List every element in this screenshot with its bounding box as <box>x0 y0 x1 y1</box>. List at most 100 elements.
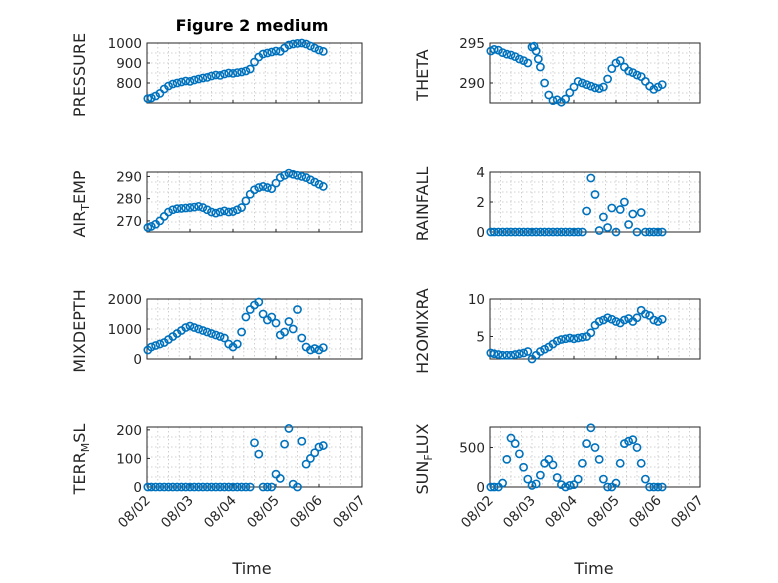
data-point <box>318 47 328 56</box>
axes-box-theta <box>489 42 701 104</box>
y-tick-label: 0 <box>476 480 485 496</box>
data-point <box>536 227 545 237</box>
data-point <box>293 170 302 180</box>
data-point <box>527 227 537 237</box>
data-point <box>305 41 315 51</box>
data-point <box>198 482 208 492</box>
data-point <box>181 323 191 332</box>
data-point <box>565 227 575 237</box>
data-point <box>586 423 596 433</box>
data-point <box>519 227 528 237</box>
data-point <box>493 227 503 237</box>
data-point <box>262 482 272 492</box>
data-point <box>653 317 663 326</box>
y-tick-label: 0 <box>133 480 142 496</box>
data-point <box>280 327 289 337</box>
data-point <box>318 343 328 352</box>
y-tick-label: 10 <box>468 292 485 308</box>
data-point <box>293 305 302 314</box>
data-point <box>498 227 507 237</box>
data-point <box>198 203 208 212</box>
data-point <box>641 474 650 484</box>
data-point <box>314 442 324 452</box>
data-point <box>531 227 541 237</box>
data-point <box>502 350 512 360</box>
data-point <box>603 74 612 84</box>
data-point <box>310 344 320 353</box>
data-point <box>168 482 178 492</box>
data-point <box>557 335 566 344</box>
data-point <box>636 208 646 217</box>
data-point <box>493 350 503 359</box>
y-tick-label: 290 <box>459 76 485 92</box>
data-point <box>310 43 320 53</box>
data-point <box>502 49 512 59</box>
data-point <box>181 76 191 86</box>
data-point <box>519 348 528 358</box>
data-point <box>297 333 307 343</box>
data-point <box>632 443 642 452</box>
data-point <box>649 482 659 492</box>
data-point <box>506 433 516 443</box>
figure-title: Figure 2 medium <box>176 16 329 35</box>
data-point <box>536 347 545 356</box>
data-point <box>536 470 545 480</box>
data-point <box>267 184 277 194</box>
subplot-rainfall: 0 2 4 RAINFALL <box>413 165 701 241</box>
data-point <box>620 197 629 207</box>
data-point <box>632 227 642 237</box>
data-point <box>506 350 516 360</box>
data-point <box>565 88 575 97</box>
data-point <box>624 220 633 229</box>
data-point <box>607 314 617 324</box>
data-point <box>531 46 541 56</box>
data-point <box>271 178 281 188</box>
data-point <box>523 474 533 484</box>
data-point <box>599 315 608 325</box>
data-point <box>540 78 549 88</box>
data-point <box>594 84 604 93</box>
data-point <box>533 54 543 64</box>
data-point <box>305 345 315 355</box>
data-point <box>653 227 663 237</box>
data-point <box>207 71 216 81</box>
data-point <box>219 482 229 492</box>
y-tick-label: 270 <box>116 214 142 230</box>
data-point <box>506 50 516 60</box>
data-point <box>489 349 499 359</box>
data-point <box>573 77 583 86</box>
data-point <box>506 227 516 237</box>
data-point <box>519 462 528 472</box>
data-point <box>515 349 524 359</box>
data-point <box>552 336 562 346</box>
data-point <box>569 82 579 92</box>
data-point <box>293 482 302 492</box>
data-point <box>314 179 324 189</box>
data-point <box>258 482 268 492</box>
data-point <box>194 482 203 492</box>
subplot-h2omixra: 5 10 H2OMIXRA <box>413 288 701 374</box>
data-point <box>502 454 512 464</box>
data-point <box>561 482 570 492</box>
data-point <box>151 341 160 350</box>
data-point <box>194 202 203 211</box>
data-point <box>271 46 281 56</box>
data-point <box>185 482 195 492</box>
y-tick-label: 4 <box>476 165 485 181</box>
data-point <box>211 330 221 340</box>
data-point <box>172 482 182 492</box>
data-point <box>632 70 642 80</box>
data-point <box>146 342 156 352</box>
data-point <box>624 436 633 446</box>
data-point <box>540 344 549 354</box>
data-point <box>657 80 667 89</box>
y-tick-label: 200 <box>116 423 142 439</box>
data-point <box>241 196 251 206</box>
data-point <box>620 315 629 325</box>
data-point <box>544 454 554 464</box>
data-point <box>301 459 311 469</box>
data-point <box>611 317 621 326</box>
data-point <box>185 321 195 331</box>
